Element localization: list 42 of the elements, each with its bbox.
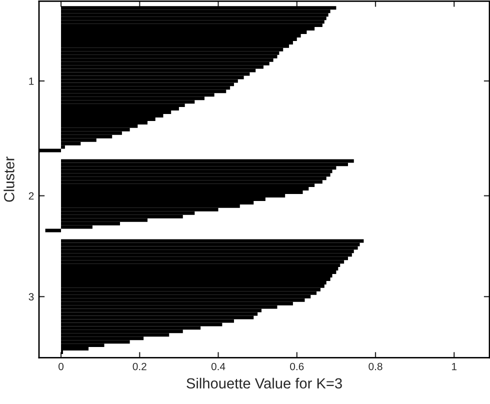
bar (61, 13, 328, 17)
x-tick-label: 0 (58, 362, 64, 370)
bar (61, 16, 326, 20)
bar (61, 288, 320, 292)
bar (61, 246, 358, 250)
bar (61, 176, 326, 180)
bar (61, 170, 332, 174)
bar (61, 173, 330, 177)
bar (61, 44, 290, 48)
y-tick-label: 2 (28, 192, 34, 200)
bar (61, 90, 226, 94)
x-tick-label: 0.2 (132, 362, 146, 370)
bar (61, 86, 230, 90)
bar (61, 242, 360, 246)
bar (61, 291, 317, 295)
bar (61, 6, 336, 10)
bar (61, 312, 258, 316)
bar (61, 159, 354, 163)
x-tick-label: 0.6 (290, 362, 304, 370)
bar (61, 260, 344, 264)
bar (61, 20, 324, 24)
bar (61, 284, 324, 288)
x-tick-label: 0.4 (211, 362, 226, 370)
bar (61, 250, 354, 254)
bar (61, 256, 348, 260)
bar (61, 180, 322, 184)
bar (61, 54, 278, 58)
x-axis-title: Silhouette Value for K=3 (186, 378, 342, 389)
x-tick-label: 1 (452, 362, 457, 370)
bar (61, 264, 340, 268)
bar (61, 62, 270, 66)
y-tick-label: 1 (29, 78, 34, 85)
bar (61, 253, 352, 257)
y-tick-label: 3 (28, 293, 34, 300)
bar (45, 228, 62, 232)
bar (61, 239, 364, 243)
bar (61, 24, 322, 28)
y-axis-title: Cluster (4, 156, 14, 202)
x-tick-label: 0.8 (368, 362, 382, 370)
bar (61, 51, 280, 55)
bar (61, 82, 234, 86)
bar (61, 58, 274, 62)
